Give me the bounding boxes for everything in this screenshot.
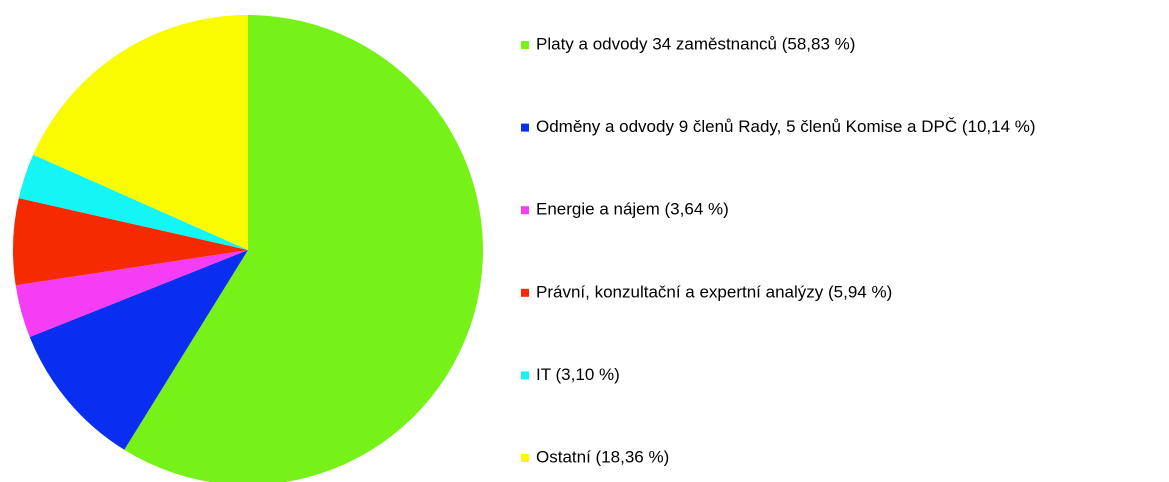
- legend-swatch: [521, 41, 529, 49]
- legend-swatch: [521, 123, 529, 132]
- pie-slice: [29, 250, 249, 450]
- legend-label: Energie a nájem (3,64 %): [536, 200, 729, 219]
- pie-slice: [12, 198, 249, 286]
- legend-label: Platy a odvody 34 zaměstnanců (58,83 %): [536, 34, 855, 53]
- pie-slice: [18, 154, 249, 250]
- legend-label: Odměny a odvody 9 členů Rady, 5 členů Ko…: [536, 117, 1036, 136]
- pie-slice: [33, 15, 248, 250]
- legend-swatch: [521, 288, 529, 297]
- legend-swatch: [521, 454, 529, 462]
- pie-slice: [15, 250, 248, 338]
- legend-label: Ostatní (18,36 %): [536, 447, 669, 466]
- legend-swatch: [521, 371, 529, 380]
- pie-slice: [124, 15, 483, 482]
- legend-label: Právní, konzultační a expertní analýzy (…: [536, 282, 892, 301]
- legend-swatch: [521, 206, 529, 215]
- legend-label: IT (3,10 %): [536, 365, 620, 384]
